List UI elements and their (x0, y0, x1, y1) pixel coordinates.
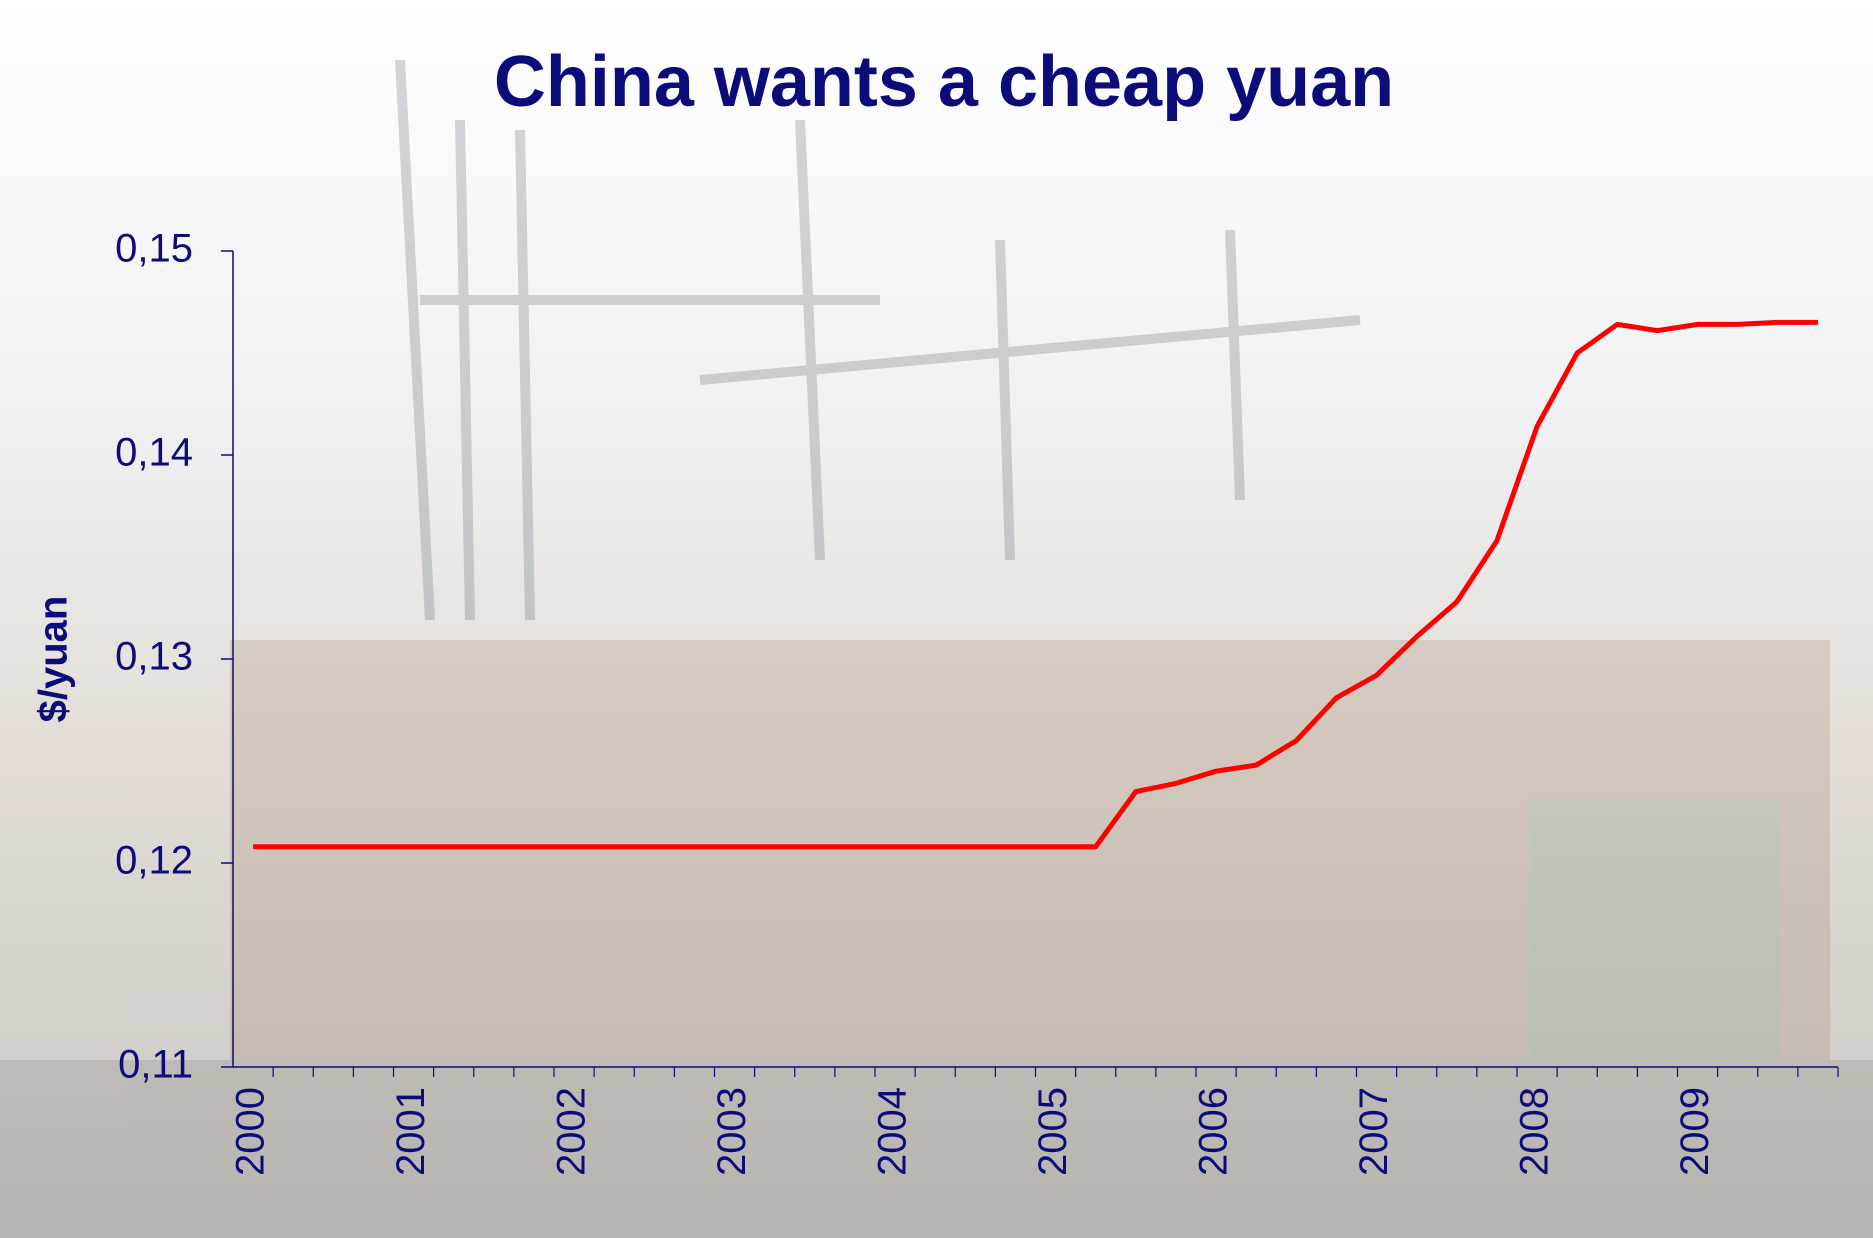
x-tick-label: 2007 (1352, 1087, 1396, 1176)
x-tick-label: 2003 (710, 1087, 754, 1176)
data-line (253, 319, 1818, 850)
y-tick-label: 0,12 (115, 839, 193, 883)
y-tick-label: 0,14 (115, 431, 193, 475)
x-tick-label: 2001 (389, 1087, 433, 1176)
background-containers (0, 640, 1873, 1238)
y-tick-label: 0,11 (118, 1043, 193, 1087)
y-tick-label: 0,15 (115, 227, 193, 271)
x-tick-label: 2009 (1673, 1087, 1717, 1176)
x-tick-label: 2002 (550, 1087, 594, 1176)
x-tick-label: 2004 (871, 1087, 915, 1176)
y-tick-label: 0,13 (115, 635, 193, 679)
x-tick-label: 2008 (1513, 1087, 1557, 1176)
x-tick-label: 2006 (1192, 1087, 1236, 1176)
x-tick-label: 2005 (1031, 1087, 1075, 1176)
y-axis-label: $/yuan (32, 596, 76, 723)
x-tick-label: 2000 (229, 1087, 273, 1176)
chart-title: China wants a cheap yuan (494, 42, 1394, 122)
background-cranes (395, 59, 1361, 621)
